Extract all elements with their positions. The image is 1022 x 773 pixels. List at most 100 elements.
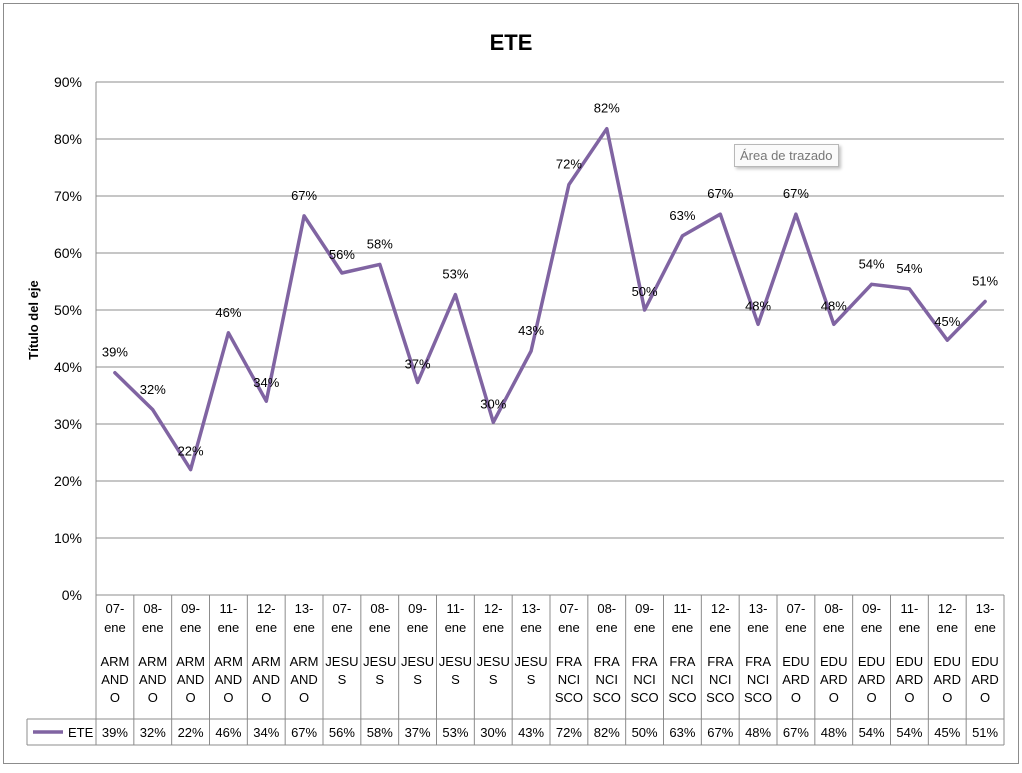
data-label: 53% (442, 267, 468, 282)
data-table-value: 45% (934, 725, 960, 740)
x-category-date-label: 12- (711, 601, 730, 616)
data-table-value: 72% (556, 725, 582, 740)
data-label: 67% (291, 188, 317, 203)
x-category-date-label: ene (634, 620, 656, 635)
y-tick-label: 50% (54, 302, 82, 318)
data-label: 67% (707, 186, 733, 201)
x-category-name-label: NCI (671, 672, 693, 687)
y-tick-label: 60% (54, 245, 82, 261)
data-label: 45% (934, 314, 960, 329)
data-label: 37% (405, 356, 431, 371)
plot-area-tooltip: Área de trazado (734, 144, 839, 167)
x-category-date-label: 07- (106, 601, 125, 616)
x-category-name-label: S (375, 672, 384, 687)
data-label: 51% (972, 273, 998, 288)
data-label: 32% (140, 382, 166, 397)
data-table-value: 67% (707, 725, 733, 740)
data-label: 34% (253, 375, 279, 390)
data-label: 82% (594, 101, 620, 116)
x-category-name-label: NCI (747, 672, 769, 687)
x-category-date-label: 13- (749, 601, 768, 616)
data-table-value: 54% (859, 725, 885, 740)
x-category-date-label: ene (936, 620, 958, 635)
x-category-date-label: ene (520, 620, 542, 635)
x-category-date-label: ene (407, 620, 429, 635)
x-category-name-label: FRA (745, 654, 771, 669)
y-tick-label: 80% (54, 131, 82, 147)
data-table-value: 22% (178, 725, 204, 740)
x-category-name-label: SCO (744, 690, 772, 705)
data-table-value: 37% (405, 725, 431, 740)
data-table-value: 56% (329, 725, 355, 740)
x-category-name-label: EDU (858, 654, 885, 669)
data-label: 22% (178, 444, 204, 459)
x-category-name-label: JESU (477, 654, 510, 669)
x-category-name-label: EDU (782, 654, 809, 669)
x-category-name-label: O (904, 690, 914, 705)
x-category-date-label: ene (445, 620, 467, 635)
x-category-date-label: 08- (824, 601, 843, 616)
x-category-name-label: O (829, 690, 839, 705)
x-category-date-label: ene (861, 620, 883, 635)
x-category-name-label: O (942, 690, 952, 705)
data-table-value: 50% (632, 725, 658, 740)
x-category-name-label: AND (253, 672, 280, 687)
x-category-name-label: O (110, 690, 120, 705)
x-category-name-label: ARM (252, 654, 281, 669)
x-category-name-label: AND (139, 672, 166, 687)
x-category-name-label: JESU (401, 654, 434, 669)
data-label: 54% (859, 256, 885, 271)
data-label: 48% (821, 298, 847, 313)
data-label: 43% (518, 323, 544, 338)
x-category-date-label: ene (293, 620, 315, 635)
x-category-name-label: FRA (669, 654, 695, 669)
x-category-name-label: NCI (596, 672, 618, 687)
x-category-name-label: JESU (439, 654, 472, 669)
x-category-date-label: ene (482, 620, 504, 635)
x-category-name-label: JESU (514, 654, 547, 669)
data-label: 39% (102, 345, 128, 360)
x-category-date-label: ene (823, 620, 845, 635)
x-category-date-label: 09- (181, 601, 200, 616)
data-table-value: 32% (140, 725, 166, 740)
data-label: 54% (896, 261, 922, 276)
x-category-name-label: JESU (325, 654, 358, 669)
x-category-date-label: ene (596, 620, 618, 635)
x-category-date-label: 07- (787, 601, 806, 616)
x-category-date-label: ene (142, 620, 164, 635)
data-table-value: 48% (821, 725, 847, 740)
data-label: 63% (669, 208, 695, 223)
x-category-date-label: 08- (143, 601, 162, 616)
x-category-name-label: ARD (971, 672, 998, 687)
x-category-name-label: ARD (896, 672, 923, 687)
data-label: 48% (745, 298, 771, 313)
data-label: 46% (215, 305, 241, 320)
x-category-date-label: 12- (938, 601, 957, 616)
x-category-name-label: ARM (290, 654, 319, 669)
x-category-name-label: ARD (820, 672, 847, 687)
x-category-date-label: ene (331, 620, 353, 635)
x-category-date-label: ene (558, 620, 580, 635)
data-label: 56% (329, 247, 355, 262)
x-category-name-label: SCO (593, 690, 621, 705)
x-category-name-label: EDU (934, 654, 961, 669)
x-category-name-label: O (299, 690, 309, 705)
legend-label-ete: ETE (68, 725, 94, 740)
x-category-name-label: O (261, 690, 271, 705)
x-category-name-label: ARD (934, 672, 961, 687)
x-category-date-label: ene (974, 620, 996, 635)
x-category-date-label: 13- (295, 601, 314, 616)
data-table-value: 34% (253, 725, 279, 740)
x-category-date-label: 11- (447, 601, 465, 616)
x-category-name-label: EDU (820, 654, 847, 669)
x-category-date-label: ene (709, 620, 731, 635)
x-category-date-label: ene (899, 620, 921, 635)
x-category-date-label: 07- (560, 601, 579, 616)
x-category-name-label: ARM (100, 654, 129, 669)
x-category-name-label: SCO (706, 690, 734, 705)
x-category-date-label: ene (218, 620, 240, 635)
x-category-name-label: FRA (707, 654, 733, 669)
x-category-name-label: EDU (896, 654, 923, 669)
